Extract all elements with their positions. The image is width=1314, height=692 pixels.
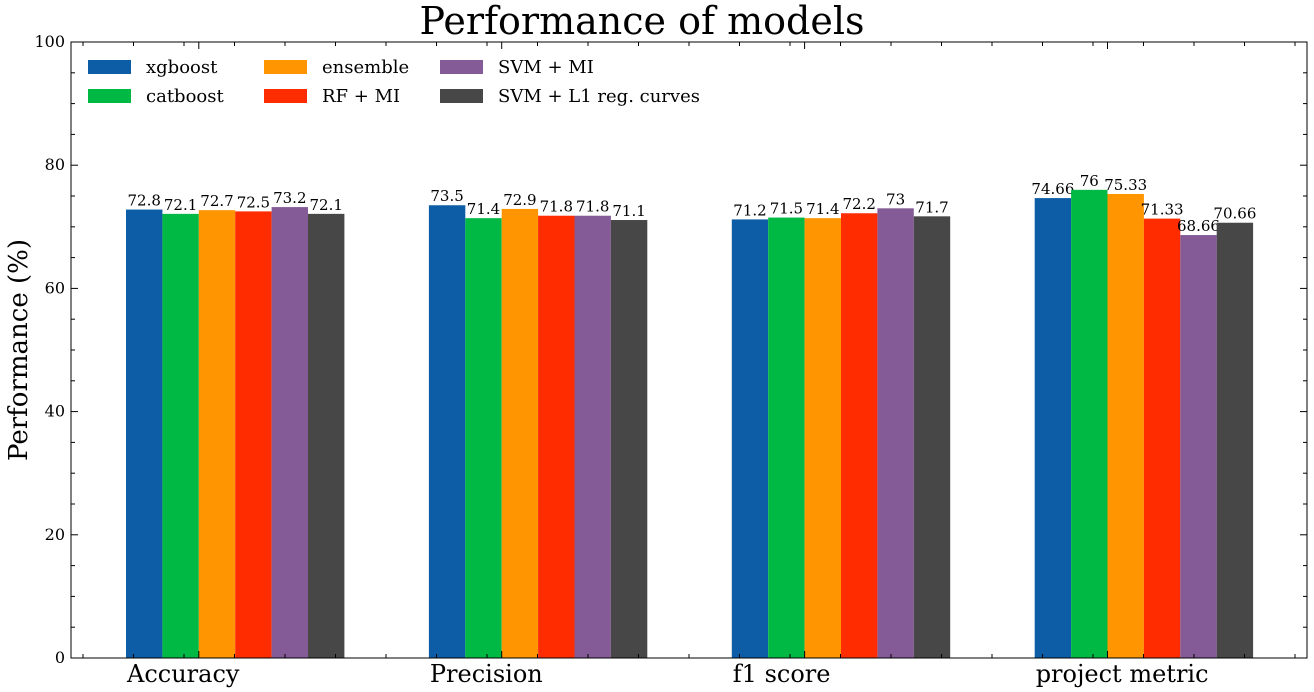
legend-swatch-0 <box>88 60 131 74</box>
bar-value-label-0-3: 72.5 <box>237 193 270 211</box>
bar-1-4 <box>574 215 611 658</box>
legend-label-2: ensemble <box>322 57 409 78</box>
legend-label-5: SVM + L1 reg. curves <box>498 86 700 107</box>
legend-label-1: catboost <box>146 86 224 107</box>
bar-value-label-2-4: 73 <box>886 190 905 208</box>
legend-swatch-4 <box>440 60 483 74</box>
bar-value-label-2-3: 72.2 <box>842 195 875 213</box>
legend-swatch-2 <box>264 60 307 74</box>
bar-value-label-1-2: 72.9 <box>503 191 536 209</box>
ytick-label-2: 40 <box>45 402 65 421</box>
bar-1-5 <box>610 220 648 659</box>
bar-value-label-3-1: 76 <box>1080 172 1099 190</box>
xtick-label-0: Accuracy <box>126 660 240 688</box>
legend-swatch-5 <box>440 89 483 103</box>
bar-value-label-1-1: 71.4 <box>467 200 500 218</box>
bar-value-label-3-2: 75.33 <box>1104 176 1147 194</box>
ytick-label-1: 20 <box>45 525 65 544</box>
bar-value-label-2-2: 71.4 <box>806 200 839 218</box>
bar-value-label-2-5: 71.7 <box>915 198 948 216</box>
legend-label-3: RF + MI <box>322 86 400 107</box>
xtick-label-2: f1 score <box>733 660 831 688</box>
bar-1-1 <box>465 218 502 658</box>
bar-1-2 <box>501 208 539 658</box>
ytick-label-3: 60 <box>45 278 65 297</box>
bar-value-label-3-0: 74.66 <box>1031 180 1074 198</box>
legend-label-4: SVM + MI <box>498 57 594 78</box>
bar-0-3 <box>235 211 272 658</box>
bar-value-label-1-3: 71.8 <box>540 198 573 216</box>
bar-value-label-3-4: 68.66 <box>1177 217 1220 235</box>
bar-value-label-0-2: 72.7 <box>200 192 233 210</box>
ytick-label-4: 80 <box>45 155 65 174</box>
bar-value-label-3-5: 70.66 <box>1213 205 1256 223</box>
legend-swatch-3 <box>264 89 307 103</box>
bar-0-2 <box>198 210 236 658</box>
bar-2-2 <box>804 218 841 658</box>
y-axis-label: Performance (%) <box>4 239 34 461</box>
bar-0-4 <box>271 207 308 658</box>
bar-3-3 <box>1143 218 1181 659</box>
bar-3-4 <box>1180 235 1217 659</box>
bar-3-1 <box>1071 189 1108 658</box>
bar-2-3 <box>841 213 878 659</box>
bar-value-label-3-3: 71.33 <box>1141 201 1184 219</box>
ytick-label-5: 100 <box>34 32 65 51</box>
bar-value-label-0-1: 72.1 <box>164 196 197 214</box>
legend-swatch-1 <box>88 89 131 103</box>
bar-1-3 <box>538 215 575 658</box>
bar-1-0 <box>428 205 466 659</box>
bar-value-label-0-0: 72.8 <box>127 192 160 210</box>
bar-value-label-2-0: 71.2 <box>733 201 766 219</box>
bar-value-label-1-0: 73.5 <box>430 187 463 205</box>
bar-value-label-1-4: 71.8 <box>576 198 609 216</box>
bar-2-5 <box>913 216 951 658</box>
bar-2-1 <box>768 217 805 658</box>
chart-title: Performance of models <box>419 0 864 43</box>
bar-value-label-0-5: 72.1 <box>309 196 342 214</box>
bar-value-label-2-1: 71.5 <box>770 200 803 218</box>
bar-2-0 <box>731 219 769 658</box>
bar-0-5 <box>308 213 345 658</box>
xtick-label-3: project metric <box>1036 660 1209 688</box>
bar-value-label-1-5: 71.1 <box>612 202 645 220</box>
bar-2-4 <box>877 208 914 658</box>
bar-0-0 <box>126 209 163 658</box>
bar-3-5 <box>1216 222 1254 658</box>
bar-3-2 <box>1107 193 1144 658</box>
legend-label-0: xgboost <box>146 57 218 78</box>
bar-value-label-0-4: 73.2 <box>273 189 306 207</box>
ytick-label-0: 0 <box>55 648 65 667</box>
bar-3-0 <box>1034 198 1072 658</box>
bar-0-1 <box>162 213 199 658</box>
legend: xgboost catboost ensemble RF + MI SVM + MI SV… <box>88 57 700 107</box>
xtick-label-1: Precision <box>430 660 543 688</box>
